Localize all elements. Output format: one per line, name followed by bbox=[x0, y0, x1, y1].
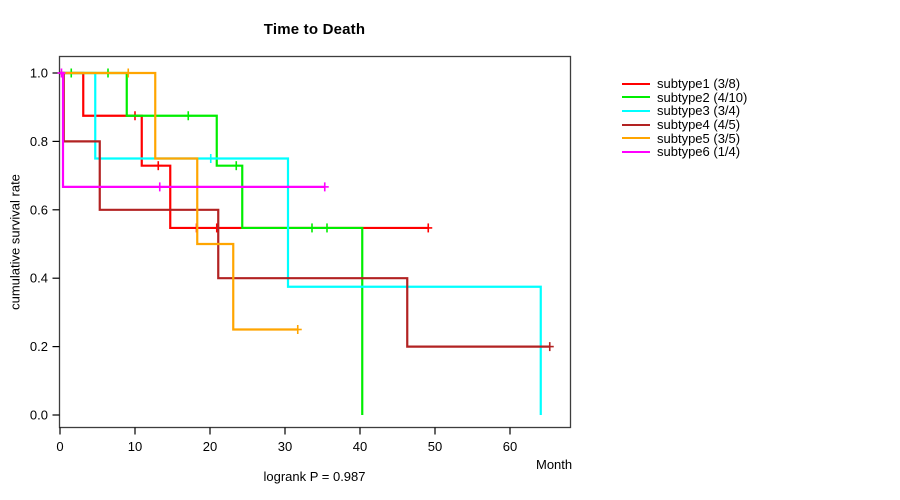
legend-item-subtype2: subtype2 (4/10) bbox=[622, 89, 748, 105]
legend-label: subtype1 (3/8) bbox=[657, 76, 741, 92]
x-axis-tick-label: 30 bbox=[278, 439, 292, 454]
plot-border bbox=[58, 55, 572, 429]
x-axis-tick-label: 10 bbox=[128, 439, 142, 454]
legend-line-swatch bbox=[622, 137, 650, 140]
survival-curve-subtype4 bbox=[60, 71, 550, 348]
x-axis-tick-label: 60 bbox=[503, 439, 517, 454]
legend-label: subtype5 (3/5) bbox=[657, 130, 741, 146]
legend: subtype1 (3/8) subtype2 (4/10) subtype3 (3… bbox=[622, 76, 748, 160]
legend-item-subtype1: subtype1 (3/8) bbox=[622, 76, 747, 92]
legend-item-subtype3: subtype3 (3/4) bbox=[622, 103, 747, 119]
legend-line-swatch bbox=[622, 123, 650, 126]
survival-curve-subtype5 bbox=[60, 71, 298, 331]
x-axis-tick-label: 50 bbox=[428, 439, 442, 454]
legend-line-swatch bbox=[622, 96, 650, 99]
legend-label: subtype6 (1/4) bbox=[657, 144, 741, 160]
survival-curve-subtype1 bbox=[60, 71, 429, 230]
legend-line-swatch bbox=[622, 109, 650, 112]
legend-label: subtype4 (4/5) bbox=[657, 117, 741, 133]
legend-line-swatch bbox=[622, 82, 650, 85]
legend-item-subtype6: subtype6 (1/4) bbox=[622, 144, 747, 160]
y-axis-tick-label: 0.2 bbox=[30, 339, 48, 354]
x-axis-tick-label: 40 bbox=[353, 439, 367, 454]
y-axis-tick-label: 0.8 bbox=[30, 134, 48, 149]
survival-curve-subtype2 bbox=[60, 71, 364, 415]
x-axis-title: Month bbox=[536, 457, 573, 472]
y-axis-tick-label: 1.0 bbox=[30, 66, 48, 81]
legend-item-subtype4: subtype4 (4/5) bbox=[622, 117, 747, 133]
y-axis-title: cumulative survival rate bbox=[7, 174, 23, 310]
x-axis-tick-label: 0 bbox=[56, 439, 63, 454]
legend-item-subtype5: subtype5 (3/5) bbox=[622, 130, 747, 146]
y-axis-tick-label: 0.4 bbox=[30, 271, 48, 286]
survival-curve-subtype3 bbox=[60, 71, 542, 415]
legend-label: subtype3 (3/4) bbox=[657, 103, 741, 119]
x-axis-tick-label: 20 bbox=[203, 439, 217, 454]
chart-title: Time to Death bbox=[263, 21, 366, 38]
legend-line-swatch bbox=[622, 150, 650, 153]
legend-label: subtype2 (4/10) bbox=[657, 89, 748, 105]
y-axis-tick-label: 0.6 bbox=[30, 202, 48, 217]
y-axis-tick-label: 0.0 bbox=[30, 408, 48, 423]
logrank-annotation: logrank P = 0.987 bbox=[263, 469, 366, 484]
